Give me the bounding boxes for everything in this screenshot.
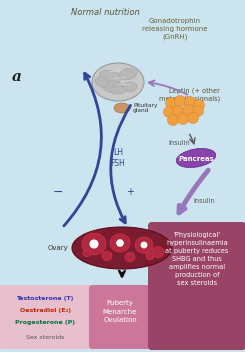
Circle shape — [177, 113, 188, 125]
Circle shape — [168, 114, 179, 126]
Ellipse shape — [114, 103, 130, 113]
FancyBboxPatch shape — [89, 285, 151, 349]
Text: Oestradiol (E₂): Oestradiol (E₂) — [20, 308, 71, 313]
Text: Gonadotrophin
releasing hormone
(GnRH): Gonadotrophin releasing hormone (GnRH) — [142, 18, 208, 39]
Circle shape — [89, 239, 98, 249]
Ellipse shape — [151, 245, 165, 258]
Ellipse shape — [146, 252, 154, 260]
Circle shape — [141, 241, 147, 249]
Text: Testosterone (T): Testosterone (T) — [16, 296, 74, 301]
Ellipse shape — [152, 247, 164, 257]
Ellipse shape — [101, 251, 113, 262]
Text: a: a — [12, 70, 22, 84]
FancyBboxPatch shape — [148, 222, 245, 350]
Ellipse shape — [83, 250, 91, 257]
Circle shape — [187, 113, 198, 124]
Ellipse shape — [95, 77, 109, 87]
Text: LH
FSH: LH FSH — [111, 148, 125, 168]
Ellipse shape — [99, 70, 121, 84]
Text: Progesterone (P): Progesterone (P) — [15, 320, 75, 325]
Circle shape — [193, 106, 204, 117]
Circle shape — [184, 96, 196, 107]
Ellipse shape — [92, 63, 144, 101]
Text: Sex steroids: Sex steroids — [26, 335, 64, 340]
Text: Insulin: Insulin — [168, 140, 190, 146]
Ellipse shape — [124, 251, 136, 263]
Ellipse shape — [82, 249, 92, 258]
FancyBboxPatch shape — [0, 285, 91, 349]
Text: 'Physiological'
hyperinsulinaemia
at puberty reduces
SHBG and thus
amplifies nor: 'Physiological' hyperinsulinaemia at pub… — [165, 232, 229, 286]
Text: Puberty
Menarche
Ovulation: Puberty Menarche Ovulation — [103, 300, 137, 323]
Ellipse shape — [102, 251, 112, 260]
Ellipse shape — [72, 227, 172, 269]
Ellipse shape — [81, 232, 107, 257]
Text: Ovary: Ovary — [47, 245, 68, 251]
Ellipse shape — [110, 234, 130, 252]
Ellipse shape — [103, 81, 123, 93]
Text: Insulin: Insulin — [193, 198, 215, 204]
Ellipse shape — [110, 86, 126, 94]
Ellipse shape — [125, 252, 135, 262]
Ellipse shape — [82, 233, 106, 255]
Circle shape — [166, 98, 176, 108]
Circle shape — [163, 107, 174, 118]
Text: Pancreas: Pancreas — [178, 156, 214, 162]
Text: Leptin (+ other
metabolic signals): Leptin (+ other metabolic signals) — [159, 88, 220, 102]
Text: −: − — [53, 186, 63, 199]
Circle shape — [183, 105, 194, 115]
Text: Normal nutrition: Normal nutrition — [71, 8, 139, 17]
Circle shape — [194, 100, 205, 111]
Circle shape — [116, 239, 124, 247]
Circle shape — [174, 95, 185, 107]
Ellipse shape — [109, 233, 131, 253]
Ellipse shape — [135, 237, 153, 253]
Ellipse shape — [145, 251, 155, 260]
Ellipse shape — [119, 68, 137, 80]
Ellipse shape — [123, 82, 137, 92]
Text: +: + — [126, 187, 134, 197]
Text: Pituitary
gland: Pituitary gland — [133, 102, 158, 113]
Ellipse shape — [176, 149, 216, 168]
Ellipse shape — [134, 235, 154, 254]
Circle shape — [172, 106, 184, 117]
